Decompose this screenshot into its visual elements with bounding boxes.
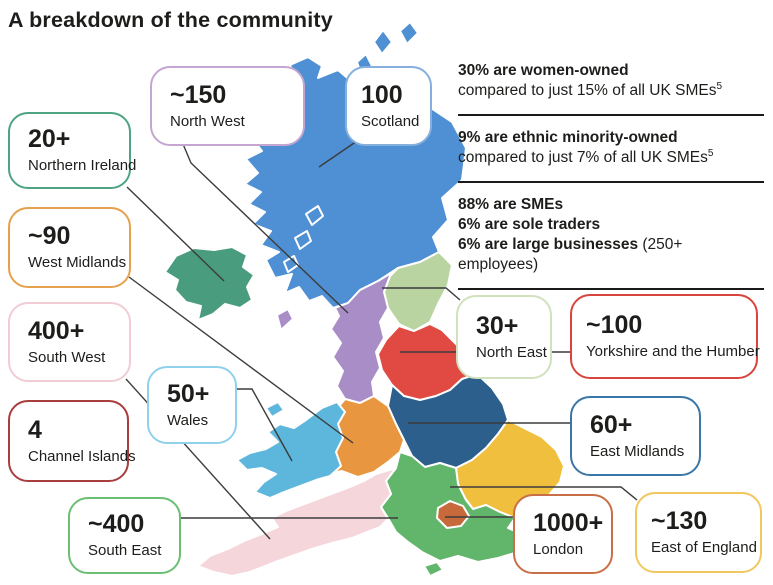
island-anglesey	[265, 401, 285, 418]
island-hebrides-2	[294, 230, 312, 250]
region-london	[436, 500, 470, 529]
callout-channel-islands-label: Channel Islands	[28, 447, 136, 465]
callout-wales: 50+ Wales	[147, 366, 237, 444]
stats-panel: 30% are women-owned compared to just 15%…	[458, 61, 764, 302]
callout-north-west: ~150 North West	[150, 66, 305, 146]
page-title: A breakdown of the community	[8, 8, 333, 32]
stat-detail-text: compared to just 7% of all UK SMEs	[458, 149, 708, 166]
island-hebrides-1	[305, 205, 324, 226]
stat-block-business-sizes: 88% are SMEs 6% are sole traders 6% are …	[458, 195, 764, 275]
callout-wales-value: 50+	[167, 379, 210, 408]
stat-block-women-owned: 30% are women-owned compared to just 15%…	[458, 61, 764, 101]
stat-block-ethnic-minority-owned: 9% are ethnic minority-owned compared to…	[458, 128, 764, 168]
stat-headline: 30% are women-owned	[458, 62, 629, 79]
callout-south-west-value: 400+	[28, 316, 85, 345]
callout-northern-ireland-label: Northern Ireland	[28, 157, 137, 175]
leader-line-north-east	[382, 287, 461, 301]
callout-west-midlands-value: ~90	[28, 222, 71, 251]
callout-south-east-label: South East	[88, 542, 162, 560]
island-isle-of-wight	[423, 561, 444, 577]
stat-detail: compared to just 7% of all UK SMEs5	[458, 148, 764, 168]
leader-line-north-west	[182, 143, 349, 314]
divider	[458, 114, 764, 116]
callout-west-midlands: ~90 West Midlands	[8, 207, 131, 288]
leader-line-east-of-england	[450, 486, 638, 501]
footnote-marker: 5	[716, 80, 723, 92]
region-northern-ireland	[164, 246, 255, 321]
region-north-west	[330, 269, 397, 404]
callout-east-midlands-label: East Midlands	[590, 442, 685, 460]
callout-yorkshire-value: ~100	[586, 311, 643, 340]
island-orkney	[373, 29, 393, 55]
divider	[458, 181, 764, 183]
callout-south-west: 400+ South West	[8, 302, 131, 382]
callout-wales-label: Wales	[167, 411, 209, 429]
stat-smes: 88% are SMEs	[458, 196, 564, 213]
callout-channel-islands: 4 Channel Islands	[8, 400, 136, 482]
region-wales	[236, 401, 346, 499]
stat-large-businesses-bold: 6% are large businesses	[458, 236, 639, 253]
stat-large-businesses: 6% are large businesses (250+ employees)	[458, 235, 764, 275]
callout-south-east: ~400 South East	[68, 497, 181, 574]
callout-east-midlands: 60+ East Midlands	[570, 396, 701, 476]
callout-north-east: 30+ North East	[456, 295, 552, 379]
stat-detail-text: compared to just 15% of all UK SMEs	[458, 82, 717, 99]
leader-line-northern-ireland	[126, 186, 225, 282]
leader-line-scotland	[318, 140, 358, 168]
callout-south-east-value: ~400	[88, 510, 145, 539]
callout-northern-ireland: 20+ Northern Ireland	[8, 112, 137, 189]
callout-east-midlands-value: 60+	[590, 410, 633, 439]
callout-yorkshire-label: Yorkshire and the Humber	[586, 343, 760, 361]
region-south-west	[197, 467, 397, 577]
callout-north-east-value: 30+	[476, 311, 519, 340]
divider	[458, 288, 764, 290]
callout-london: 1000+ London	[513, 494, 613, 574]
callout-west-midlands-label: West Midlands	[28, 254, 127, 272]
leader-line-wales	[236, 388, 293, 462]
callout-north-west-value: ~150	[170, 80, 227, 109]
callout-east-of-england: ~130 East of England	[635, 492, 762, 573]
callout-north-east-label: North East	[476, 343, 547, 361]
island-shetland	[399, 21, 419, 45]
callout-north-west-label: North West	[170, 112, 245, 130]
callout-northern-ireland-value: 20+	[28, 125, 71, 154]
stat-large-businesses-regular: (250+ employees)	[458, 236, 683, 273]
stat-detail: compared to just 15% of all UK SMEs5	[458, 81, 764, 101]
callout-scotland-value: 100	[361, 80, 403, 109]
footnote-marker: 5	[707, 147, 714, 159]
callout-london-value: 1000+	[533, 508, 604, 537]
callout-scotland: 100 Scotland	[345, 66, 432, 146]
callout-london-label: London	[533, 540, 584, 558]
stat-headline: 9% are ethnic minority-owned	[458, 129, 678, 146]
callout-scotland-label: Scotland	[361, 112, 420, 130]
callout-east-of-england-value: ~130	[651, 507, 708, 536]
callout-east-of-england-label: East of England	[651, 539, 757, 557]
callout-channel-islands-value: 4	[28, 415, 42, 444]
stat-sole-traders: 6% are sole traders	[458, 216, 601, 233]
island-isle-of-man	[276, 308, 294, 331]
leader-line-west-midlands	[128, 276, 354, 444]
callout-south-west-label: South West	[28, 348, 106, 366]
callout-yorkshire: ~100 Yorkshire and the Humber	[570, 294, 760, 379]
